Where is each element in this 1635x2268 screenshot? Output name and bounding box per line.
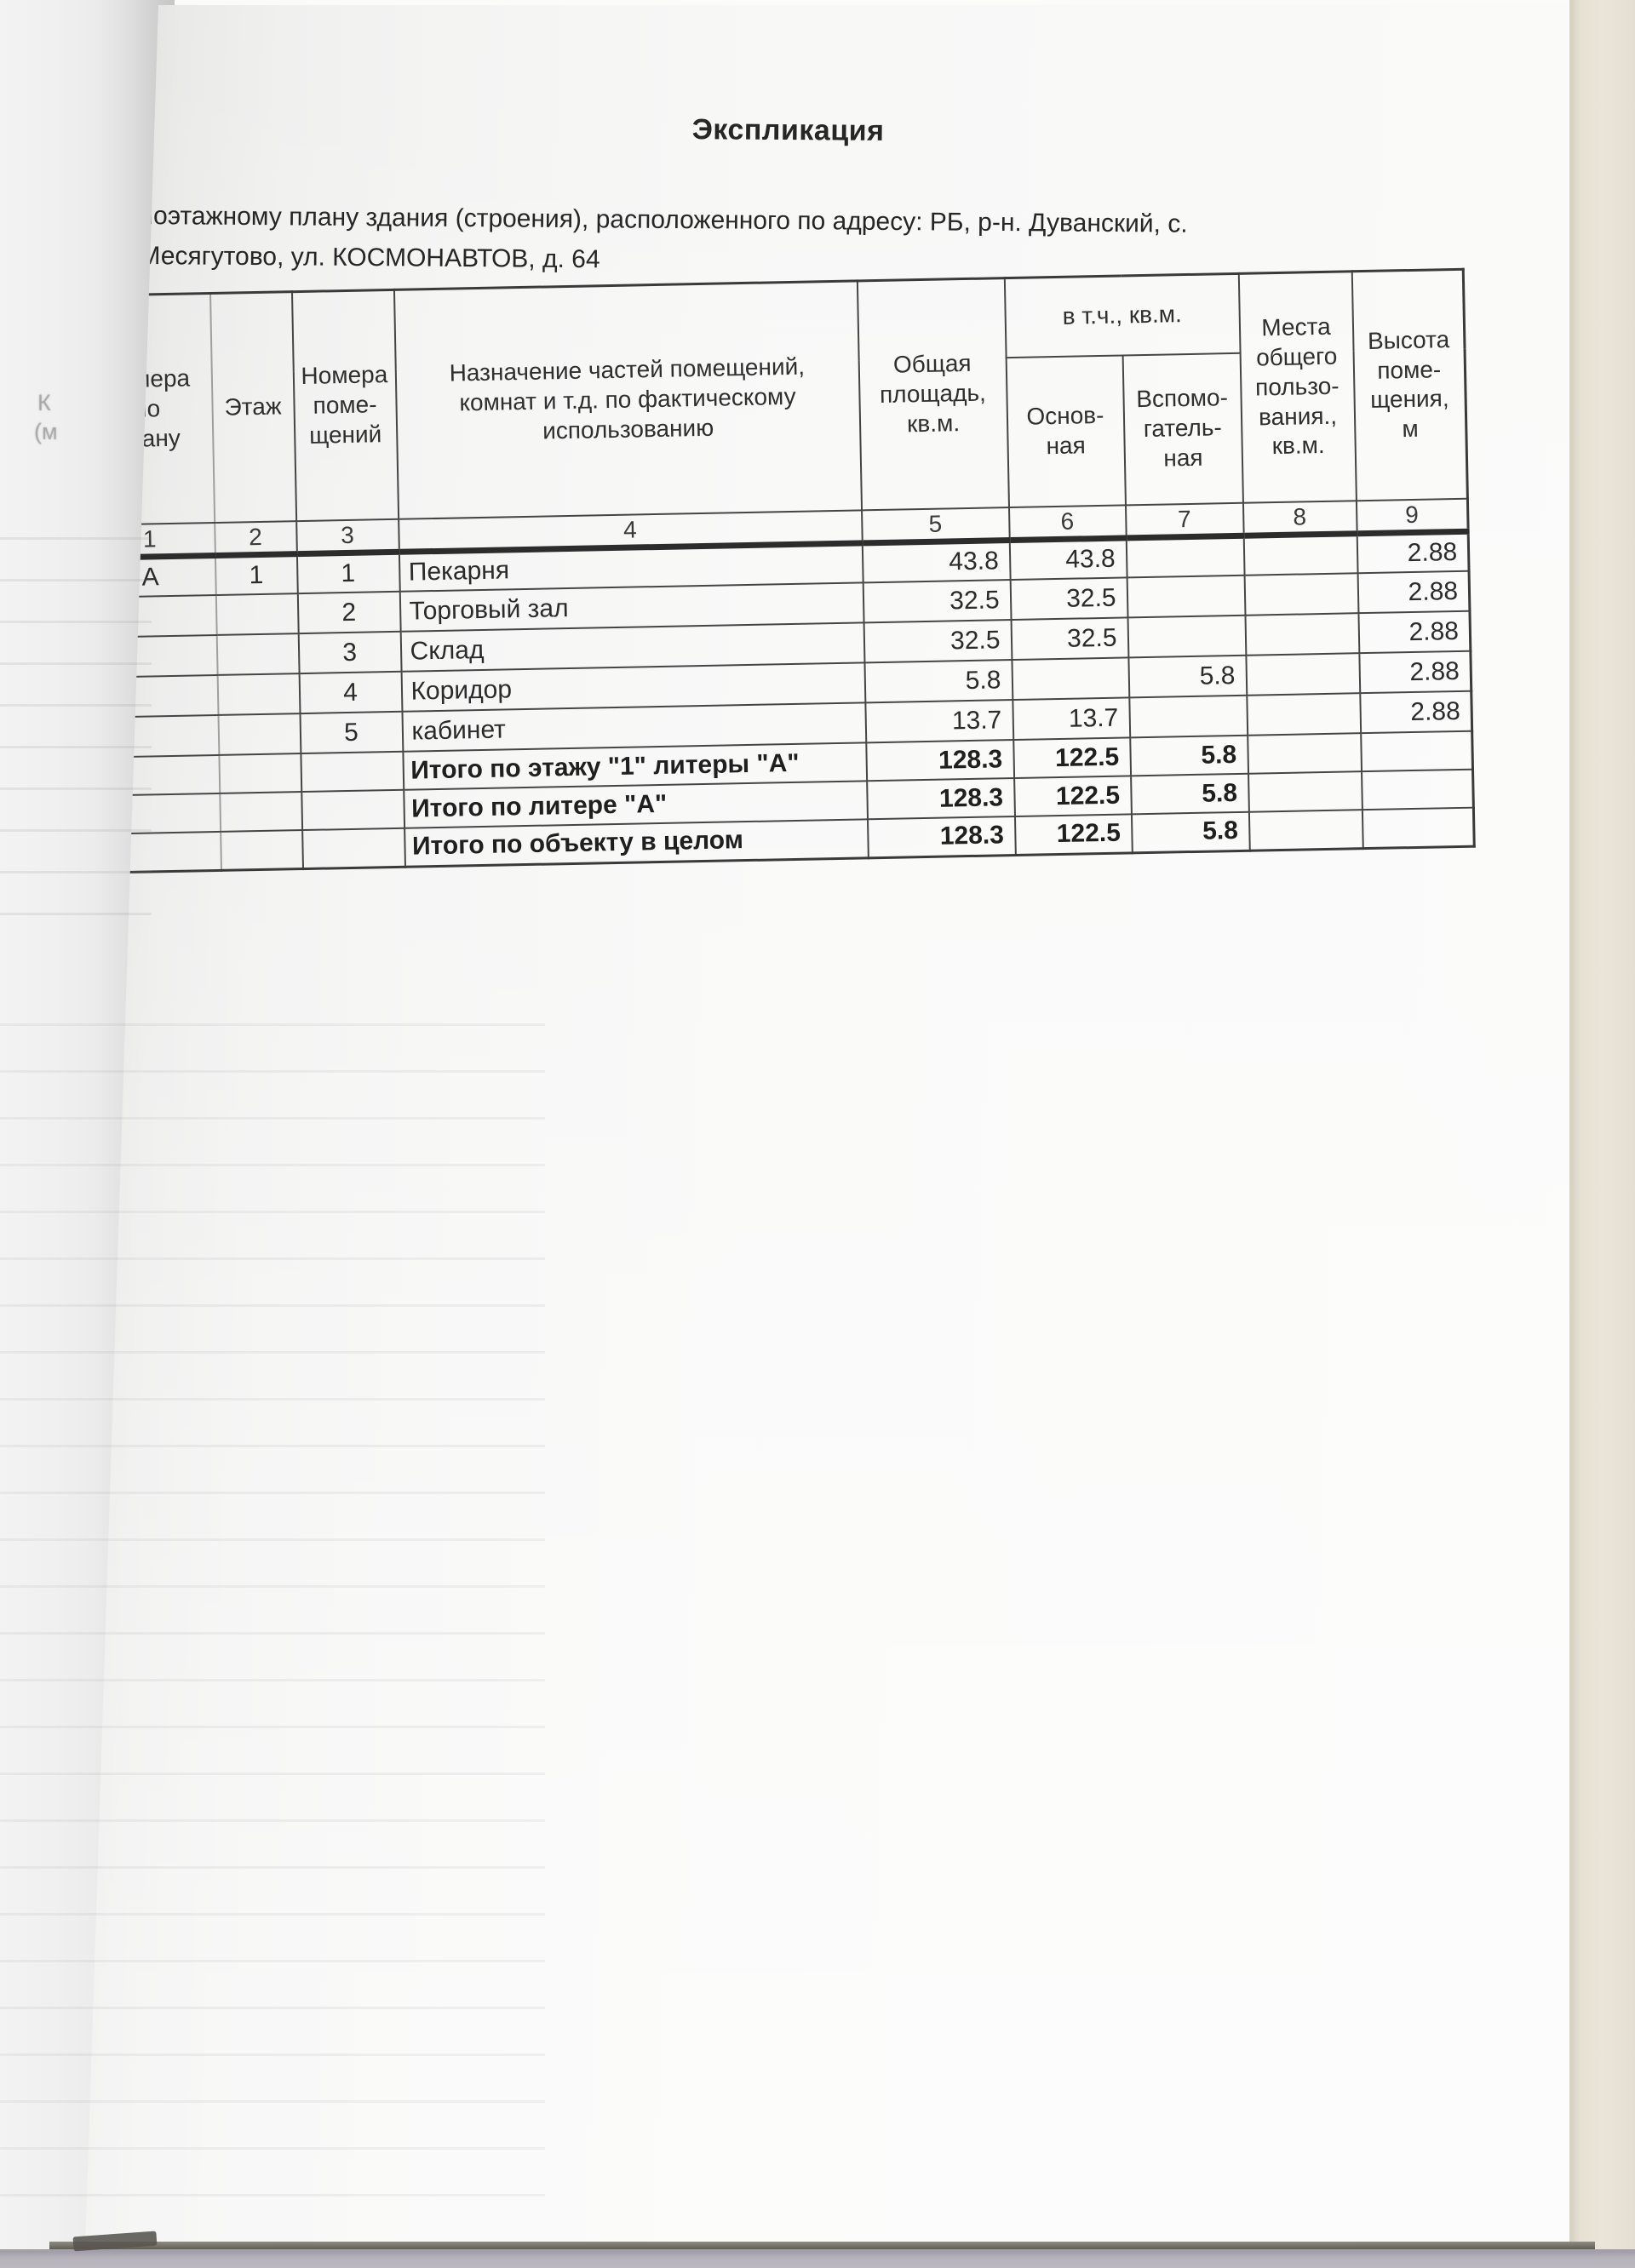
header-purpose: Назначение частей помещений, комнат и т.… — [393, 280, 862, 519]
total-area-cell: 13.7 — [864, 700, 1013, 743]
total-area-cell: 128.3 — [867, 816, 1016, 858]
room-number-cell: 3 — [298, 631, 402, 674]
column-number: 6 — [1008, 504, 1127, 541]
header-floor: Этаж — [209, 291, 296, 523]
scan-right-margin — [1569, 0, 1635, 2249]
floor-cell — [215, 593, 299, 635]
common-area-cell — [1243, 533, 1358, 576]
column-number: 7 — [1125, 502, 1244, 538]
main-area-cell: 32.5 — [1011, 617, 1128, 661]
aux-area-cell: 5.8 — [1131, 811, 1250, 853]
header-main-area: Основ- ная — [1006, 354, 1126, 507]
column-number: 5 — [861, 507, 1010, 543]
room-number-cell: 1 — [296, 551, 400, 594]
floor-cell — [216, 633, 300, 675]
common-area-cell — [1247, 733, 1362, 774]
room-number-cell: 2 — [297, 591, 401, 634]
floor-cell — [217, 673, 300, 715]
height-cell: 2.88 — [1357, 610, 1471, 654]
aux-area-cell — [1126, 535, 1245, 578]
main-area-cell: 122.5 — [1013, 737, 1131, 779]
show-through-text: (м — [34, 419, 58, 444]
floor-cell: 1 — [215, 553, 298, 595]
total-area-cell: 128.3 — [865, 740, 1014, 782]
column-number: 9 — [1356, 498, 1469, 534]
total-area-cell: 43.8 — [862, 540, 1011, 583]
document-page: Экспликация поэтажному плану здания (стр… — [85, 5, 1569, 2249]
scanner-bed-strip — [0, 2249, 1635, 2268]
common-area-cell — [1245, 613, 1359, 656]
common-area-cell — [1246, 693, 1361, 736]
total-area-cell: 128.3 — [866, 778, 1015, 820]
header-common-area: Места общего пользо- вания., кв.м. — [1238, 271, 1357, 503]
aux-area-cell: 5.8 — [1130, 773, 1249, 815]
main-area-cell — [1011, 657, 1129, 701]
common-area-cell — [1245, 653, 1360, 696]
aux-area-cell: 5.8 — [1127, 655, 1247, 698]
aux-area-cell: 5.8 — [1129, 735, 1248, 776]
show-through-lines — [0, 498, 152, 941]
header-total-area: Общая площадь, кв.м. — [857, 278, 1009, 510]
height-cell: 2.88 — [1358, 650, 1472, 694]
total-area-cell: 32.5 — [863, 620, 1012, 663]
column-number: 8 — [1242, 500, 1357, 536]
page-bottom-edge — [49, 2242, 1595, 2249]
common-area-cell — [1248, 810, 1363, 850]
main-area-cell: 32.5 — [1010, 577, 1128, 621]
document-subtitle: поэтажному плану здания (строения), расп… — [139, 196, 1357, 285]
room-number-cell: 5 — [299, 711, 403, 754]
main-area-cell: 43.8 — [1009, 537, 1127, 581]
page-title: Экспликация — [691, 113, 885, 147]
aux-area-cell — [1127, 575, 1246, 618]
main-area-cell: 122.5 — [1013, 776, 1132, 817]
total-label-cell: Итого по объекту в целом — [404, 819, 869, 867]
column-number: 3 — [295, 518, 399, 554]
height-cell — [1362, 807, 1475, 849]
aux-area-cell — [1128, 695, 1248, 738]
height-cell: 2.88 — [1357, 530, 1470, 574]
explication-table: Номера по плану Этаж Номера поме- щений … — [85, 267, 1476, 874]
height-cell — [1360, 730, 1473, 772]
explication-table-wrap: Номера по плану Этаж Номера поме- щений … — [85, 267, 1476, 874]
aux-area-cell — [1127, 615, 1246, 658]
header-room-numbers: Номера поме- щений — [291, 289, 399, 521]
column-number: 2 — [214, 520, 297, 555]
room-number-cell: 4 — [299, 671, 402, 714]
header-aux-area: Вспомо- гатель- ная — [1122, 352, 1243, 505]
common-area-cell — [1248, 771, 1362, 812]
height-cell: 2.88 — [1359, 690, 1472, 734]
main-area-cell: 13.7 — [1012, 697, 1130, 741]
header-including-group: в т.ч., кв.м. — [1004, 273, 1241, 358]
height-cell: 2.88 — [1357, 570, 1470, 614]
header-height: Высота поме- щения, м — [1351, 269, 1468, 501]
common-area-cell — [1244, 573, 1358, 616]
main-area-cell: 122.5 — [1014, 814, 1133, 855]
total-area-cell: 32.5 — [863, 580, 1012, 623]
floor-cell — [218, 713, 301, 755]
show-through-text: К — [37, 390, 51, 415]
height-cell — [1361, 769, 1474, 810]
total-area-cell: 5.8 — [863, 660, 1013, 703]
show-through-lines — [0, 979, 545, 2222]
